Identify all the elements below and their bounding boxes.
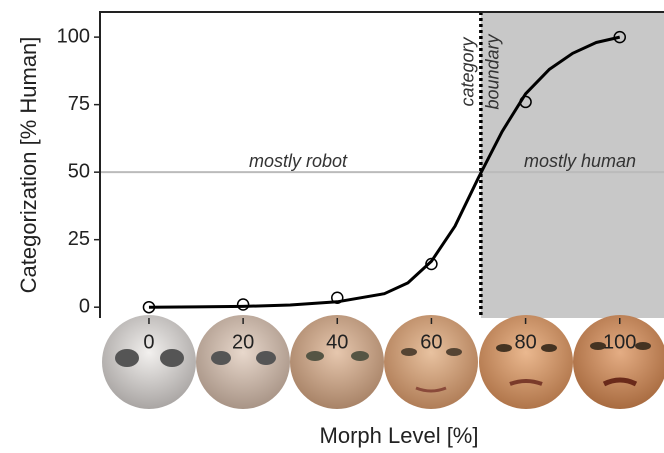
face <box>102 315 196 409</box>
y-tick-label: 0 <box>79 295 90 317</box>
x-tick-label: 80 <box>514 331 536 353</box>
annotation: category <box>458 36 478 106</box>
annotation: boundary <box>483 33 503 109</box>
y-tick-label: 25 <box>68 228 90 250</box>
y-tick-label: 100 <box>57 25 90 47</box>
y-axis-label: Categorization [% Human] <box>16 37 41 294</box>
annotation: mostly human <box>524 151 636 171</box>
x-axis-label: Morph Level [%] <box>320 423 479 448</box>
chart: Morph Level [%] Categorization [% Human]… <box>0 0 664 453</box>
face <box>384 315 478 409</box>
annotation: mostly robot <box>249 151 348 171</box>
x-tick-label: 40 <box>326 331 348 353</box>
face <box>573 315 664 409</box>
face-images <box>102 315 664 409</box>
y-tick-label: 50 <box>68 160 90 182</box>
y-tick-label: 75 <box>68 93 90 115</box>
face <box>290 315 384 409</box>
x-tick-label: 20 <box>232 331 254 353</box>
face <box>196 315 290 409</box>
x-tick-label: 100 <box>603 331 636 353</box>
data-point <box>238 299 249 310</box>
face <box>479 315 573 409</box>
page: {"chart_data": {"type": "line", "ylabel"… <box>0 0 664 453</box>
x-tick-label: 60 <box>420 331 442 353</box>
x-tick-label: 0 <box>143 331 154 353</box>
